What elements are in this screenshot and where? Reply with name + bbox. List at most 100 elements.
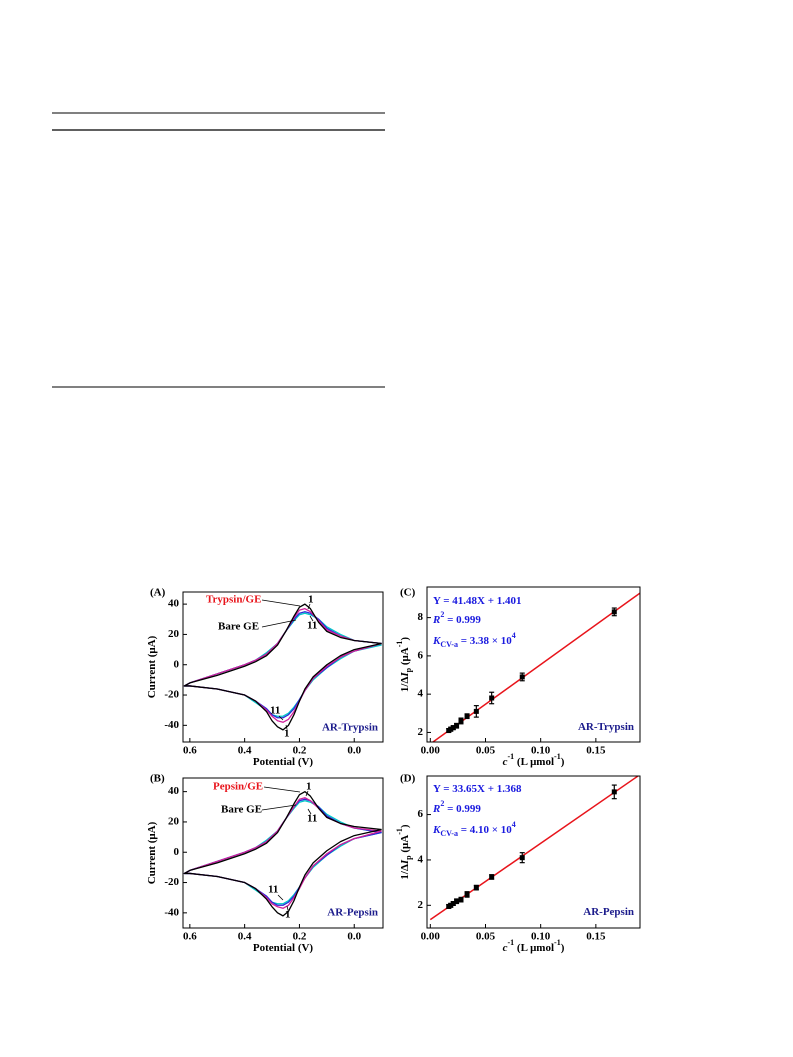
- x-axis-label: Potential (V): [253, 756, 314, 768]
- annotation: Trypsin/GE: [206, 594, 261, 606]
- text-part: (L μmol: [514, 942, 554, 954]
- data-point: [473, 885, 479, 891]
- arrow: [263, 786, 301, 793]
- panel-label: (B): [150, 773, 165, 785]
- annotation: KCV-a = 4.10 × 104: [432, 820, 516, 838]
- annotation: Bare GE: [221, 804, 262, 816]
- text-part: Potential (V): [253, 942, 314, 954]
- x-tick-label: 0.4: [238, 931, 252, 943]
- data-point: [464, 891, 470, 897]
- x-axis-label: c-1 (L μmol-1): [503, 938, 565, 953]
- annotation: 1: [308, 594, 314, 606]
- annotation: Y = 41.48X + 1.401: [433, 595, 522, 607]
- data-point: [519, 674, 525, 680]
- x-tick-label: 0.0: [347, 931, 361, 943]
- y-tick-label: 4: [418, 688, 424, 700]
- x-tick-label: 0.15: [586, 931, 606, 943]
- arrow: [305, 790, 309, 797]
- data-point: [454, 723, 460, 729]
- panel-label: (C): [400, 587, 416, 599]
- x-tick-label: 0.00: [421, 745, 441, 757]
- y-tick-label: 2: [418, 726, 424, 738]
- text-part: c: [503, 942, 508, 954]
- data-point: [489, 695, 495, 701]
- text-part: Potential (V): [253, 756, 314, 768]
- text-part: p: [404, 667, 413, 672]
- x-tick-label: 0.4: [238, 745, 252, 757]
- arrow: [309, 615, 314, 622]
- text-part: AR-Pepsin: [583, 906, 634, 918]
- data-point: [454, 898, 460, 904]
- annotation: AR-Pepsin: [327, 907, 378, 919]
- text-part: CV-a: [440, 640, 458, 649]
- text-part: -1: [554, 938, 561, 947]
- y-tick-label: 20: [168, 815, 180, 827]
- annotation: R2 = 0.999: [432, 610, 481, 625]
- data-point: [448, 726, 454, 732]
- x-tick-label: 0.00: [421, 931, 441, 943]
- panel-label: (A): [150, 587, 166, 599]
- text-part: K: [432, 635, 441, 647]
- text-part: c: [503, 756, 508, 768]
- y-tick-label: 0: [174, 658, 180, 670]
- text-part: = 0.999: [444, 614, 481, 626]
- y-tick-label: 20: [168, 628, 180, 640]
- text-part: = 4.10 × 10: [458, 824, 512, 836]
- text-part: I: [399, 859, 411, 865]
- text-part: 1/Δ: [399, 864, 411, 880]
- text-part: R: [432, 614, 440, 626]
- x-tick-label: 0.15: [586, 745, 606, 757]
- y-tick-label: 6: [418, 649, 424, 661]
- data-point: [489, 874, 495, 880]
- data-point: [450, 900, 456, 906]
- text-part: -1: [508, 938, 515, 947]
- text-part: -1: [395, 641, 404, 648]
- annotation: 11: [270, 705, 280, 717]
- x-axis-label: c-1 (L μmol-1): [503, 752, 565, 767]
- y-tick-label: 2: [418, 899, 424, 911]
- annotation: 1: [306, 781, 312, 793]
- data-point: [448, 902, 454, 908]
- annotation: 11: [268, 884, 278, 896]
- text-part: = 0.999: [444, 803, 481, 815]
- arrow: [307, 603, 311, 610]
- text-part: Y = 33.65X + 1.368: [433, 783, 522, 795]
- y-tick-label: -40: [164, 906, 179, 918]
- x-tick-label: 0.10: [531, 745, 551, 757]
- annotation: 11: [307, 620, 317, 632]
- arrow: [277, 894, 284, 901]
- text-part: 4: [512, 820, 516, 829]
- plot-frame: [182, 591, 384, 743]
- plot-area: [431, 592, 640, 742]
- data-point: [458, 897, 464, 903]
- text-part: ): [399, 824, 411, 828]
- text-part: Current (μA): [146, 635, 158, 698]
- annotation: AR-Trypsin: [322, 722, 378, 734]
- x-tick-label: 0.0: [347, 745, 361, 757]
- text-part: (μA: [399, 835, 411, 856]
- plot-frame: [426, 775, 641, 929]
- y-tick-label: 40: [168, 785, 180, 797]
- plot-area: [183, 790, 382, 917]
- annotation: R2 = 0.999: [432, 799, 481, 814]
- y-tick-label: 6: [418, 808, 424, 820]
- plot-area: [429, 776, 640, 921]
- panel-label: (D): [400, 773, 416, 785]
- text-part: 2: [440, 799, 444, 808]
- plot-frame: [426, 586, 641, 743]
- text-part: 2: [440, 610, 444, 619]
- y-axis-label: 1/ΔIp (μA-1): [395, 637, 413, 692]
- text-part: CV-a: [440, 829, 458, 838]
- data-point: [611, 609, 617, 615]
- text-part: AR-Trypsin: [578, 721, 634, 733]
- x-tick-label: 0.6: [183, 745, 197, 757]
- text-part: 1/Δ: [399, 677, 411, 693]
- text-part: p: [404, 855, 413, 860]
- annotation: 11: [307, 813, 317, 825]
- y-axis-label: 1/ΔIp (μA-1): [395, 824, 413, 879]
- annotation: AR-Trypsin: [578, 721, 634, 733]
- annotation: AR-Pepsin: [583, 906, 634, 918]
